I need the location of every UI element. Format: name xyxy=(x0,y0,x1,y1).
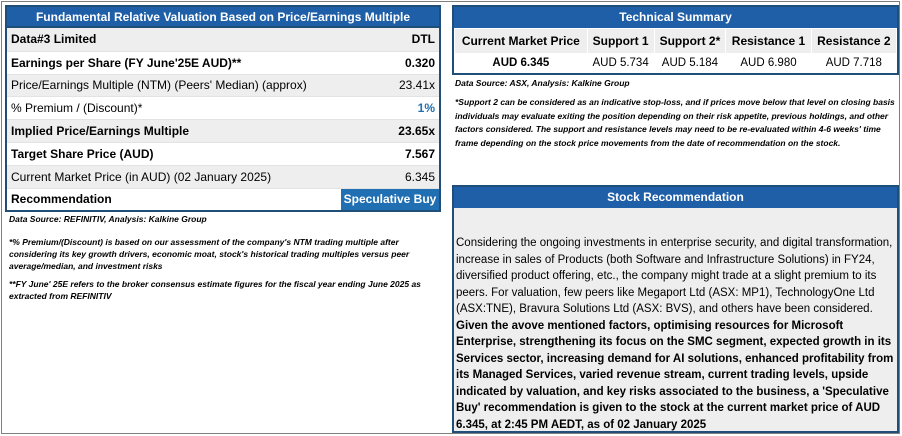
premium-label: % Premium / (Discount)* xyxy=(11,101,143,116)
current-market-price-value: AUD 6.345 xyxy=(454,53,588,73)
technical-values-row: AUD 6.345 AUD 5.734 AUD 5.184 AUD 6.980 … xyxy=(454,53,898,73)
col-current-market-price: Current Market Price xyxy=(454,28,588,54)
recommendation-text-bold: Given the avove mentioned factors, optim… xyxy=(456,319,894,431)
current-price-value: 6.345 xyxy=(404,169,435,184)
pe-multiple-value: 23.41x xyxy=(398,78,435,93)
implied-pe-row: Implied Price/Earnings Multiple 23.65x xyxy=(7,119,439,142)
target-price-label: Target Share Price (AUD) xyxy=(11,146,154,161)
support-2-value: AUD 5.184 xyxy=(653,53,727,73)
valuation-table: Fundamental Relative Valuation Based on … xyxy=(5,5,441,213)
current-price-label: Current Market Price (in AUD) (02 Januar… xyxy=(11,169,272,184)
technical-grid: Current Market Price Support 1 Support 2… xyxy=(454,28,898,73)
stock-recommendation-header: Stock Recommendation xyxy=(454,187,897,208)
implied-pe-label: Implied Price/Earnings Multiple xyxy=(11,124,190,139)
recommendation-text-plain: Considering the ongoing investments in e… xyxy=(456,237,893,315)
support-footnote: *Support 2 can be considered as an indic… xyxy=(455,97,895,148)
recommendation-row: Recommendation Speculative Buy xyxy=(7,187,439,211)
support-1-value: AUD 5.734 xyxy=(586,53,655,73)
resistance-1-value: AUD 6.980 xyxy=(725,53,812,73)
pe-multiple-label: Price/Earnings Multiple (NTM) (Peers' Me… xyxy=(11,78,307,93)
pe-multiple-row: Price/Earnings Multiple (NTM) (Peers' Me… xyxy=(7,73,439,97)
col-support-1: Support 1 xyxy=(586,28,655,54)
fy-footnote: **FY June' 25E refers to the broker cons… xyxy=(9,279,421,301)
eps-row: Earnings per Share (FY June'25E AUD)** 0… xyxy=(7,50,439,74)
ticker: DTL xyxy=(411,32,435,47)
target-price-value: 7.567 xyxy=(404,146,435,161)
target-price-row: Target Share Price (AUD) 7.567 xyxy=(7,141,439,165)
company-row: Data#3 Limited DTL xyxy=(7,28,439,51)
valuation-header: Fundamental Relative Valuation Based on … xyxy=(7,7,439,28)
stock-recommendation-body: Considering the ongoing investments in e… xyxy=(454,208,897,433)
implied-pe-value: 23.65x xyxy=(398,124,435,139)
premium-value: 1% xyxy=(417,101,435,116)
technical-data-source: Data Source: ASX, Analysis: Kalkine Grou… xyxy=(455,78,630,88)
stock-recommendation-panel: Stock Recommendation Considering the ong… xyxy=(452,185,899,433)
current-price-row: Current Market Price (in AUD) (02 Januar… xyxy=(7,164,439,188)
premium-footnote: *% Premium/(Discount) is based on our as… xyxy=(9,237,410,271)
eps-value: 0.320 xyxy=(404,55,435,70)
technical-header: Technical Summary xyxy=(454,7,897,28)
resistance-2-value: AUD 7.718 xyxy=(810,53,898,73)
recommendation-value: Speculative Buy xyxy=(341,188,439,211)
recommendation-label: Recommendation xyxy=(11,192,112,207)
col-support-2: Support 2* xyxy=(653,28,727,54)
eps-label: Earnings per Share (FY June'25E AUD)** xyxy=(11,55,242,70)
technical-summary-table: Technical Summary Current Market Price S… xyxy=(452,5,899,75)
technical-header-row: Current Market Price Support 1 Support 2… xyxy=(454,28,898,54)
col-resistance-2: Resistance 2 xyxy=(810,28,898,54)
col-resistance-1: Resistance 1 xyxy=(725,28,812,54)
premium-row: % Premium / (Discount)* 1% xyxy=(7,96,439,120)
valuation-data-source: Data Source: REFINITIV, Analysis: Kalkin… xyxy=(9,214,207,224)
company-label: Data#3 Limited xyxy=(11,32,97,47)
